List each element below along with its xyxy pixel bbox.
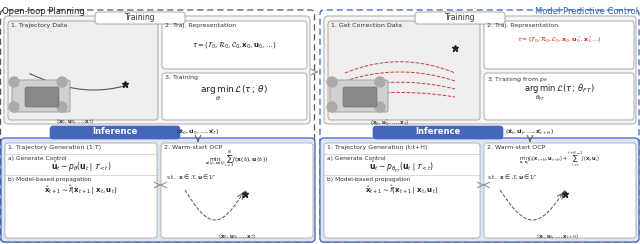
Text: $\tau = (\mathcal{T}_0, \mathcal{R}_0, \mathcal{C}_0, \mathbf{x}_0, \mathbf{u}_0: $\tau = (\mathcal{T}_0, \mathcal{R}_0, \… [516,35,602,45]
Text: Training: Training [125,13,156,22]
Text: 1. Get Correction Data: 1. Get Correction Data [331,23,402,28]
FancyBboxPatch shape [324,143,480,238]
Circle shape [57,102,67,112]
Circle shape [375,102,385,112]
FancyBboxPatch shape [484,73,634,120]
Text: b) Model-based propagation: b) Model-based propagation [327,177,410,182]
Circle shape [375,77,385,87]
Text: $(\hat{\mathbf{x}}_0, \hat{\mathbf{u}}_0, \ldots, \hat{\mathbf{x}}_T)$: $(\hat{\mathbf{x}}_0, \hat{\mathbf{u}}_0… [176,127,220,137]
Text: $\underset{\theta}{\arg\min}\,\mathcal{L}(\tau\,;\,\theta)$: $\underset{\theta}{\arg\min}\,\mathcal{L… [200,83,268,103]
FancyBboxPatch shape [343,87,377,107]
FancyBboxPatch shape [95,12,185,24]
FancyBboxPatch shape [328,21,480,120]
Text: 1. Trajectory Generation (1:T): 1. Trajectory Generation (1:T) [8,145,101,150]
Circle shape [327,102,337,112]
Text: 2. Warm-start OCP: 2. Warm-start OCP [164,145,222,150]
Circle shape [9,77,19,87]
Text: 3. Training: 3. Training [165,75,198,80]
FancyBboxPatch shape [330,80,388,112]
Text: $(\mathbf{x}_0, \mathbf{u}_0^*, \ldots, \mathbf{x}_T)$: $(\mathbf{x}_0, \mathbf{u}_0^*, \ldots, … [370,117,410,128]
Text: 1. Trajectory Data: 1. Trajectory Data [11,23,67,28]
Text: s.t.  $\mathbf{x} \in \mathcal{X}, \mathbf{u} \in \mathcal{U}$: s.t. $\mathbf{x} \in \mathcal{X}, \mathb… [166,173,216,182]
FancyBboxPatch shape [4,16,310,124]
Text: s.t.  $\mathbf{x} \in \mathcal{X}, \mathbf{u} \in \mathcal{U}$: s.t. $\mathbf{x} \in \mathcal{X}, \mathb… [487,173,538,182]
FancyBboxPatch shape [320,138,639,242]
FancyBboxPatch shape [484,143,636,238]
Text: 2. Traj. Representation: 2. Traj. Representation [487,23,558,28]
Text: $\underset{\mathbf{x}(t_i),\mathbf{u}(t_i)}{\min}\sum_{i=1}^{N} J(\mathbf{x}(t_i: $\underset{\mathbf{x}(t_i),\mathbf{u}(t_… [205,150,269,170]
Text: Inference: Inference [92,127,138,136]
FancyBboxPatch shape [5,143,157,238]
Text: Training: Training [445,13,476,22]
Text: $\underset{\theta_{FT}}{\arg\min}\,\mathcal{L}(\tau\,;\,\theta_{FT})$: $\underset{\theta_{FT}}{\arg\min}\,\math… [524,83,595,103]
Circle shape [327,77,337,87]
Text: a) Generate Control: a) Generate Control [327,156,386,161]
Text: $(\mathbf{x}_0, \mathbf{u}_0, \ldots, \mathbf{x}_T)$: $(\mathbf{x}_0, \mathbf{u}_0, \ldots, \m… [218,232,256,241]
Text: $\tau = (\mathcal{T}_0, \mathcal{R}_0, \mathcal{C}_0, \mathbf{x}_0, \mathbf{u}_0: $\tau = (\mathcal{T}_0, \mathcal{R}_0, \… [192,39,276,50]
FancyBboxPatch shape [484,21,634,69]
Text: Inference: Inference [415,127,461,136]
FancyBboxPatch shape [8,21,158,120]
FancyBboxPatch shape [50,126,180,139]
Text: 2. Traj. Representation: 2. Traj. Representation [165,23,236,28]
FancyBboxPatch shape [1,138,315,242]
FancyBboxPatch shape [415,12,505,24]
Circle shape [9,102,19,112]
FancyBboxPatch shape [162,73,307,120]
Text: $\hat{\mathbf{u}}_t \sim p_\theta(\mathbf{u}_t \mid \mathcal{T}_{<t})$: $\hat{\mathbf{u}}_t \sim p_\theta(\mathb… [51,160,111,174]
FancyBboxPatch shape [373,126,503,139]
Text: b) Model-based propagation: b) Model-based propagation [8,177,92,182]
Text: Open-loop Planning: Open-loop Planning [2,7,84,16]
Text: $(\mathbf{x}_0, \mathbf{u}_0, \ldots, \mathbf{x}_T)$: $(\mathbf{x}_0, \mathbf{u}_0, \ldots, \m… [56,117,94,126]
Text: Model Predictive Control: Model Predictive Control [535,7,638,16]
Circle shape [57,77,67,87]
Text: 1. Trajectory Generation (t:t+H): 1. Trajectory Generation (t:t+H) [327,145,428,150]
Text: a) Generate Control: a) Generate Control [8,156,67,161]
FancyBboxPatch shape [12,80,70,112]
FancyBboxPatch shape [162,21,307,69]
Text: 3. Training from $p_\theta$: 3. Training from $p_\theta$ [487,75,548,84]
FancyBboxPatch shape [25,87,59,107]
Text: $\hat{\mathbf{x}}_{t+1} \sim \hat{f}(\mathbf{x}_{t+1} \mid \mathbf{x}_t, \mathbf: $\hat{\mathbf{x}}_{t+1} \sim \hat{f}(\ma… [44,183,118,197]
Text: $(\hat{\mathbf{x}}_t, \hat{\mathbf{u}}_t, \ldots, \hat{\mathbf{x}}_{t+H})$: $(\hat{\mathbf{x}}_t, \hat{\mathbf{u}}_t… [506,127,554,137]
FancyBboxPatch shape [161,143,313,238]
Text: 2. Warm-start OCP: 2. Warm-start OCP [487,145,545,150]
FancyBboxPatch shape [324,16,636,124]
Text: $\hat{\mathbf{u}}_t \sim p_{\theta_{FT}}(\mathbf{u}_t \mid \mathcal{T}_{<t})$: $\hat{\mathbf{u}}_t \sim p_{\theta_{FT}}… [369,160,435,174]
Text: $\underset{\mathbf{x}_t,\mathbf{u}_t}{\min}\,J_t(\mathbf{x}_{t+H},\mathbf{u}_{t+: $\underset{\mathbf{x}_t,\mathbf{u}_t}{\m… [520,151,600,169]
Text: $(\mathbf{x}_t, \mathbf{u}_t, \ldots, \mathbf{x}_{t+H})$: $(\mathbf{x}_t, \mathbf{u}_t, \ldots, \m… [536,232,580,241]
Text: $\hat{\mathbf{x}}_{t+1} \sim \hat{f}(\mathbf{x}_{t+1} \mid \mathbf{x}_t, \mathbf: $\hat{\mathbf{x}}_{t+1} \sim \hat{f}(\ma… [365,183,438,197]
